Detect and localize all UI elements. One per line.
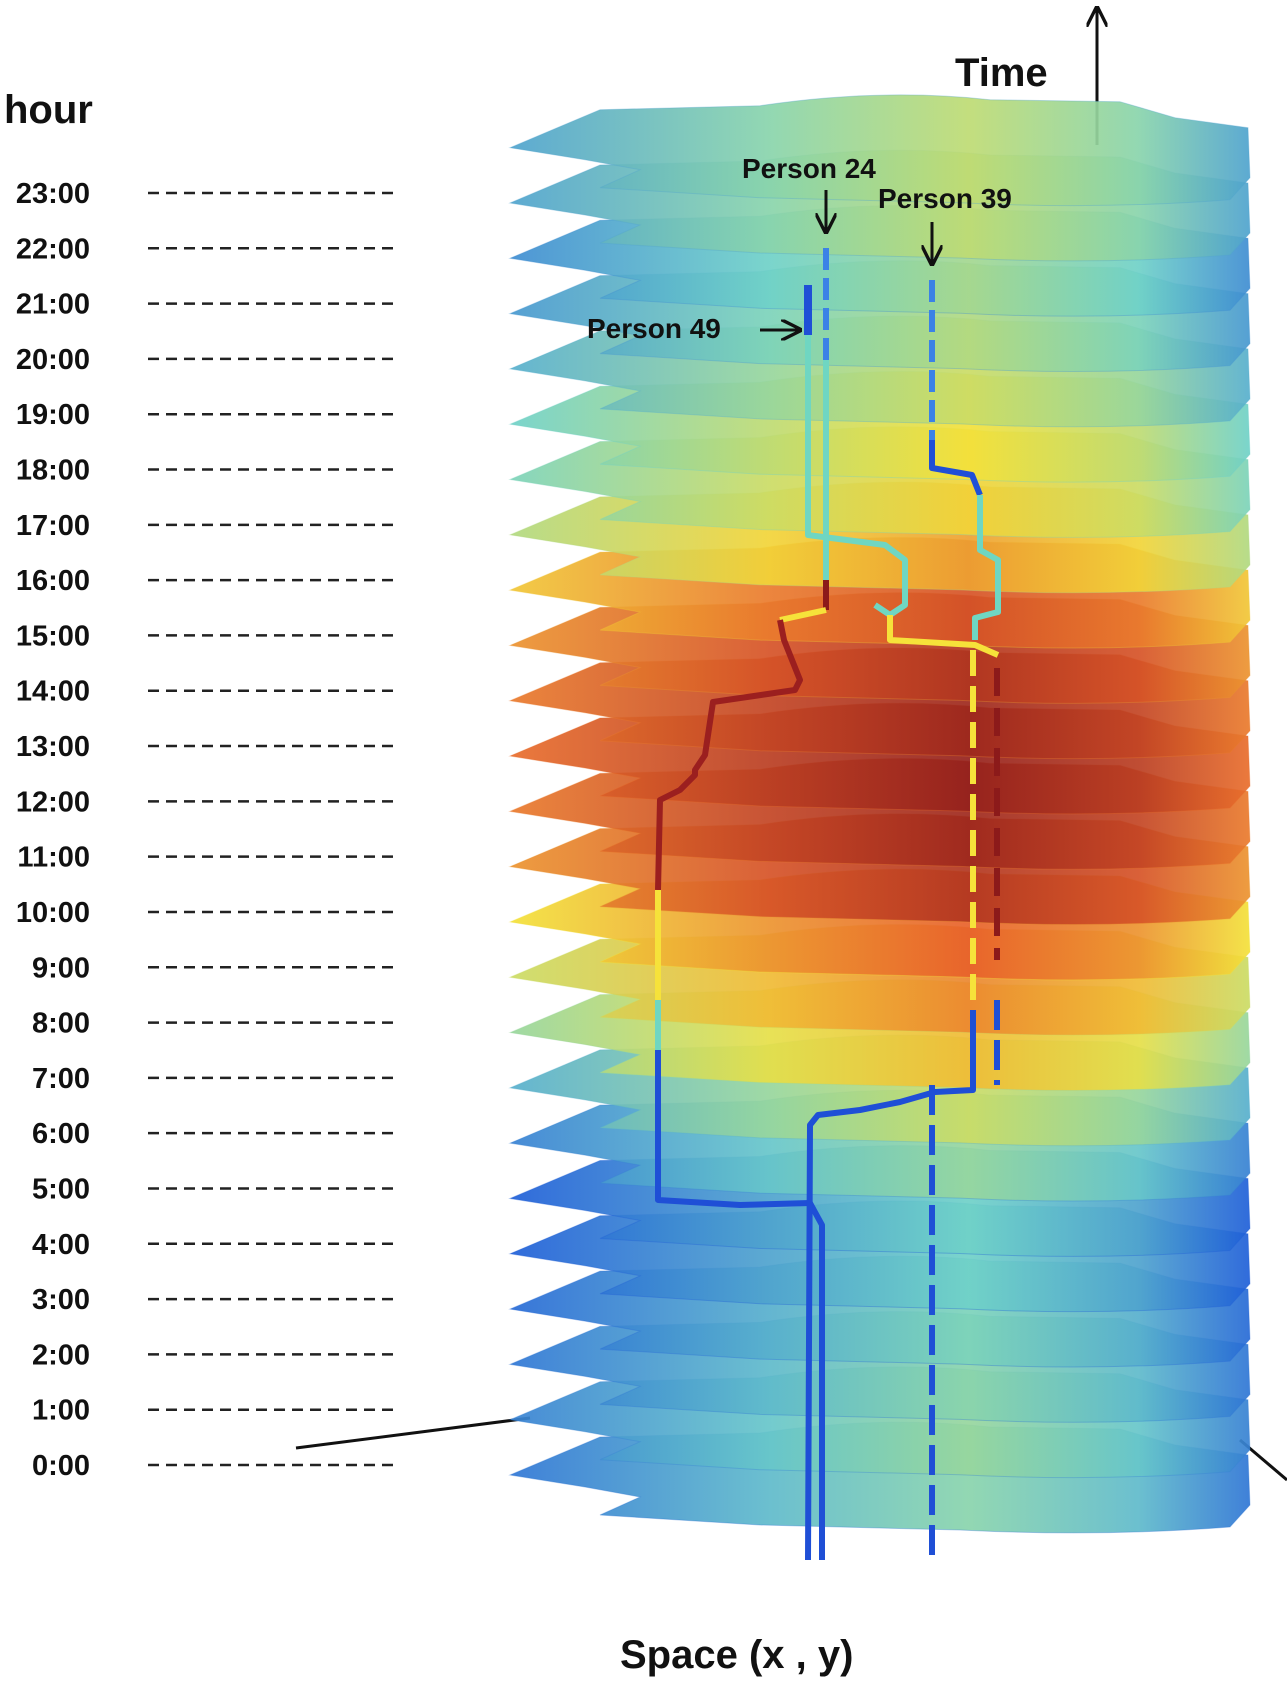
- trajectory-person-39-segment-blue-lower: [805, 1010, 976, 1561]
- hour-label: 21:00: [16, 289, 90, 321]
- hour-label: 4:00: [32, 1229, 90, 1261]
- hourly-layer-stack: [508, 94, 1251, 1534]
- trajectory-person-24-segment-blue: [655, 1050, 825, 1560]
- person-24-label: Person 24: [742, 153, 876, 184]
- trajectory-person-24-segment-red: [655, 619, 803, 891]
- hour-label: 23:00: [16, 178, 90, 210]
- hour-label: 22:00: [16, 233, 90, 265]
- trajectory-person-24: [655, 248, 829, 1560]
- space-axis-label: Space (x , y): [620, 1633, 853, 1677]
- hour-label: 16:00: [16, 565, 90, 597]
- hour-label: 19:00: [16, 399, 90, 431]
- hour-label: 13:00: [16, 731, 90, 763]
- person-39-label: Person 39: [878, 183, 1012, 214]
- person-callouts: Person 24 Person 39 Person 49: [587, 153, 1012, 344]
- hour-label: 15:00: [16, 620, 90, 652]
- hour-label: 8:00: [32, 1008, 90, 1040]
- trajectories: [655, 248, 1001, 1561]
- hour-label: 1:00: [32, 1395, 90, 1427]
- hour-label: 12:00: [16, 786, 90, 818]
- trajectory-person-24-segment-yellow: [779, 607, 827, 623]
- trajectory-person-39-segment-blue: [929, 440, 983, 497]
- hour-label: 2:00: [32, 1339, 90, 1371]
- hour-label: 7:00: [32, 1063, 90, 1095]
- hour-label: 14:00: [16, 676, 90, 708]
- hour-label: 11:00: [17, 842, 90, 874]
- base-axis-line: [295, 1416, 531, 1450]
- person-49-label: Person 49: [587, 313, 721, 344]
- hour-label: 0:00: [32, 1450, 90, 1482]
- time-axis-label: Time: [955, 51, 1048, 95]
- hour-label: 18:00: [16, 455, 90, 487]
- hour-label: 3:00: [32, 1284, 90, 1316]
- trajectory-person-49-segment-yellow: [887, 615, 1000, 658]
- hour-label: 6:00: [32, 1118, 90, 1150]
- trajectory-person-39: [805, 280, 1001, 1561]
- trajectory-person-39-segment-blue-lower2: [929, 1000, 1000, 1560]
- hour-label: 17:00: [16, 510, 90, 542]
- trajectory-person-49-segment-cyan: [805, 285, 908, 618]
- hour-label: 20:00: [16, 344, 90, 376]
- hour-label: 9:00: [32, 952, 90, 984]
- hour-heading: hour: [4, 88, 93, 132]
- trajectory-person-39-segment-cyan: [972, 495, 1001, 640]
- hour-label: 5:00: [32, 1173, 90, 1205]
- hour-layer-slice: [508, 94, 1251, 207]
- trajectory-person-49: [804, 285, 1000, 658]
- hour-label: 10:00: [16, 897, 90, 929]
- hour-scale: 23:00 22:00 21:00 20:00 19:00 18:00 17:00 16:00…: [16, 178, 398, 1482]
